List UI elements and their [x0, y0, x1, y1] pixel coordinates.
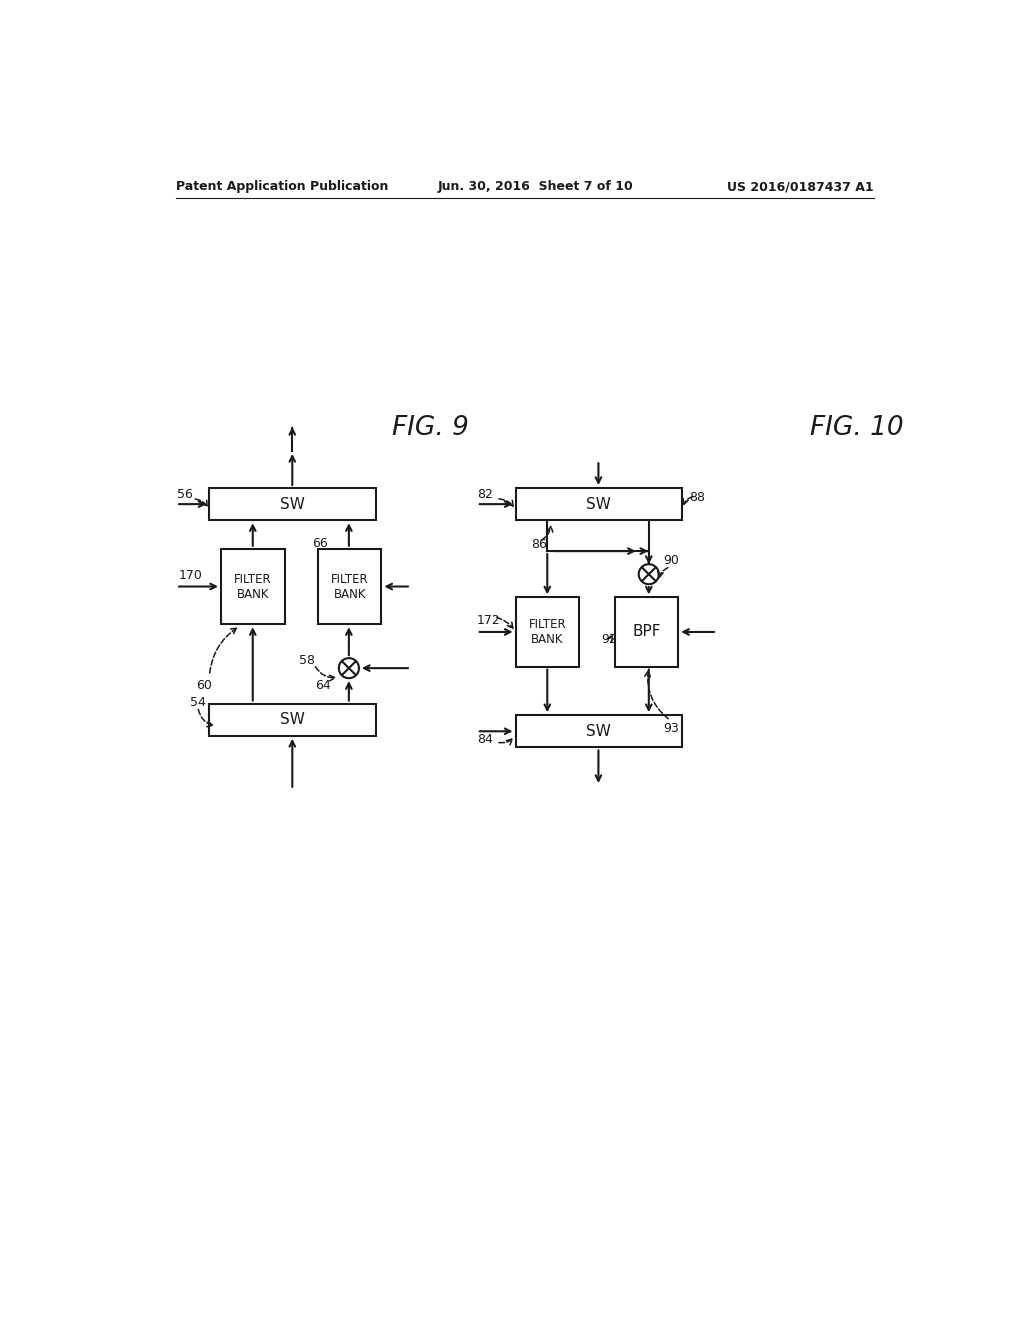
Text: 93: 93	[663, 722, 679, 735]
Text: US 2016/0187437 A1: US 2016/0187437 A1	[727, 181, 873, 194]
Text: 170: 170	[178, 569, 203, 582]
Text: Jun. 30, 2016  Sheet 7 of 10: Jun. 30, 2016 Sheet 7 of 10	[438, 181, 634, 194]
Text: SW: SW	[281, 713, 305, 727]
FancyBboxPatch shape	[209, 704, 376, 737]
Text: 82: 82	[477, 487, 493, 500]
Text: FILTER
BANK: FILTER BANK	[331, 573, 369, 601]
FancyBboxPatch shape	[515, 488, 682, 520]
Text: 172: 172	[477, 614, 501, 627]
Text: 84: 84	[477, 733, 493, 746]
Text: 64: 64	[315, 678, 332, 692]
Text: 56: 56	[177, 487, 193, 500]
Text: FILTER
BANK: FILTER BANK	[528, 618, 566, 645]
FancyBboxPatch shape	[317, 549, 381, 624]
FancyBboxPatch shape	[515, 715, 682, 747]
Text: 66: 66	[311, 537, 328, 550]
Text: SW: SW	[587, 496, 611, 512]
Text: 54: 54	[190, 696, 206, 709]
Text: 58: 58	[299, 653, 314, 667]
FancyBboxPatch shape	[515, 598, 579, 667]
Text: FIG. 10: FIG. 10	[810, 414, 903, 441]
FancyBboxPatch shape	[221, 549, 285, 624]
Text: 88: 88	[689, 491, 706, 504]
Text: SW: SW	[281, 496, 305, 512]
Text: 86: 86	[531, 539, 547, 552]
Text: 92: 92	[601, 634, 616, 647]
FancyBboxPatch shape	[614, 598, 678, 667]
Text: SW: SW	[587, 723, 611, 739]
Text: 60: 60	[197, 680, 212, 693]
Text: FIG. 9: FIG. 9	[391, 414, 468, 441]
FancyBboxPatch shape	[209, 488, 376, 520]
Text: Patent Application Publication: Patent Application Publication	[176, 181, 388, 194]
Text: BPF: BPF	[632, 624, 660, 639]
Text: FILTER
BANK: FILTER BANK	[233, 573, 271, 601]
Text: 90: 90	[663, 554, 679, 566]
